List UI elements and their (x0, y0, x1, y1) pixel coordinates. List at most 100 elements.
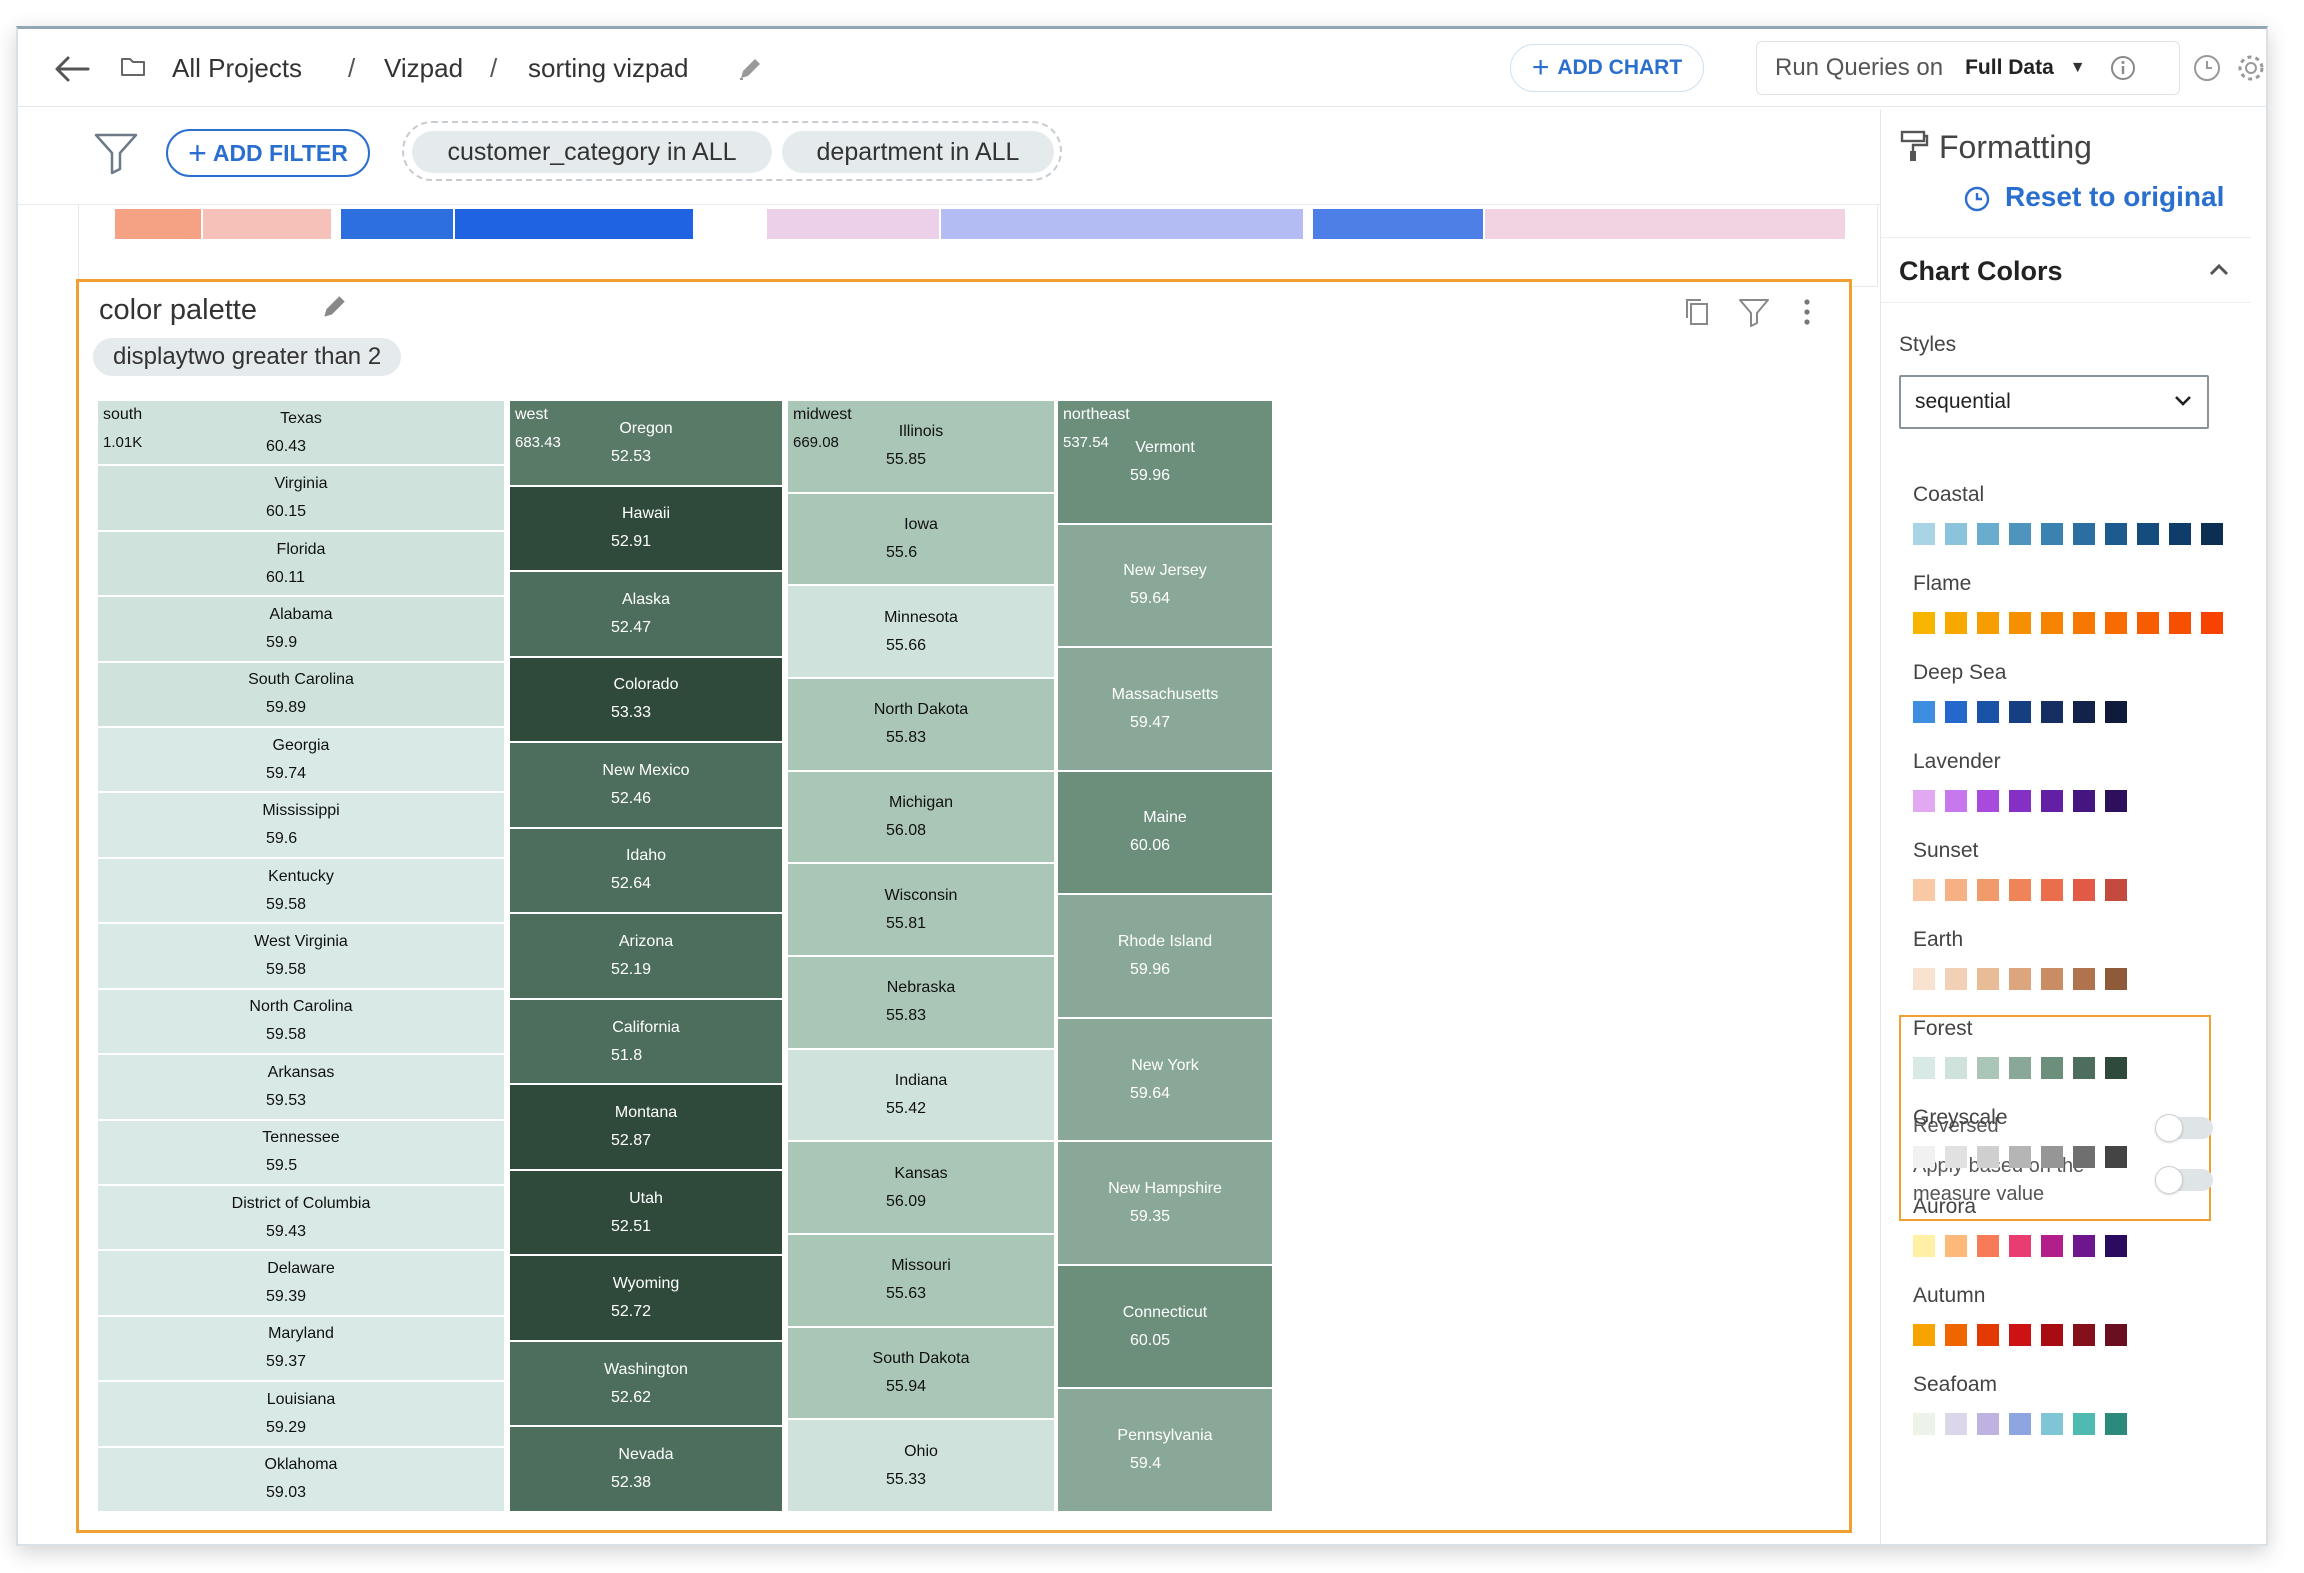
chart-colors-section-header[interactable]: Chart Colors (1881, 237, 2251, 303)
tile-label: Iowa (904, 515, 938, 533)
treemap-tile[interactable]: Texas 60.43 (97, 400, 505, 466)
run-queries-select[interactable]: Run Queries on Full Data ▼ (1756, 41, 2180, 95)
treemap-tile[interactable]: New Jersey 59.64 (1057, 523, 1273, 648)
treemap-tile[interactable]: Pennsylvania 59.4 (1057, 1388, 1273, 1512)
breadcrumb-all-projects[interactable]: All Projects (172, 53, 303, 83)
treemap-tile[interactable]: Illinois 55.85 (787, 400, 1055, 493)
treemap-tile[interactable]: Hawaii 52.91 (509, 485, 783, 572)
treemap-tile[interactable]: New Hampshire 59.35 (1057, 1141, 1273, 1265)
gear-icon[interactable] (2236, 53, 2266, 83)
palette-swatch-row[interactable] (1913, 1146, 2137, 1168)
treemap-tile[interactable]: Louisiana 59.29 (97, 1381, 505, 1447)
copy-icon[interactable] (1683, 296, 1713, 328)
palette-swatch-row[interactable] (1913, 612, 2233, 634)
treemap-tile[interactable]: Connecticut 60.05 (1057, 1264, 1273, 1389)
treemap-tile[interactable]: Oregon 52.53 (509, 400, 783, 486)
tile-label: Florida (276, 540, 326, 558)
styles-select[interactable]: sequential (1899, 375, 2209, 429)
add-chart-button[interactable]: + ADD CHART (1510, 44, 1704, 92)
treemap-tile[interactable]: Alaska 52.47 (509, 571, 783, 657)
pencil-icon[interactable] (319, 292, 349, 322)
treemap-tile[interactable]: Iowa 55.6 (787, 492, 1055, 586)
back-arrow-icon[interactable] (52, 51, 92, 87)
chevron-up-icon[interactable] (2207, 260, 2231, 280)
treemap-tile[interactable]: Tennessee 59.5 (97, 1119, 505, 1185)
tile-value: 59.64 (1130, 1084, 1171, 1102)
treemap-tile[interactable]: North Carolina 59.58 (97, 988, 505, 1055)
color-swatch (2009, 1324, 2031, 1346)
treemap-tile[interactable]: Georgia 59.74 (97, 727, 505, 793)
reset-to-original-link[interactable]: Reset to original (2005, 181, 2225, 212)
group-total: 669.08 (793, 434, 839, 451)
treemap-tile[interactable]: Nebraska 55.83 (787, 956, 1055, 1049)
treemap-tile[interactable]: Alabama 59.9 (97, 596, 505, 662)
treemap-tile[interactable]: Indiana 55.42 (787, 1048, 1055, 1142)
treemap-tile[interactable]: Kentucky 59.58 (97, 857, 505, 924)
treemap-tile[interactable]: Utah 52.51 (509, 1169, 783, 1256)
treemap-tile[interactable]: Ohio 55.33 (787, 1419, 1055, 1512)
treemap-tile[interactable]: Washington 52.62 (509, 1340, 783, 1427)
palette-swatch-row[interactable] (1913, 1057, 2137, 1079)
treemap-tile[interactable]: Virginia 60.15 (97, 465, 505, 531)
treemap-tile[interactable]: Michigan 56.08 (787, 770, 1055, 864)
reversed-toggle[interactable] (2155, 1114, 2213, 1142)
tile-label: Alabama (269, 605, 333, 623)
palette-swatch-row[interactable] (1913, 1235, 2137, 1257)
treemap-tile[interactable]: Massachusetts 59.47 (1057, 647, 1273, 771)
palette-swatch-row[interactable] (1913, 968, 2137, 990)
treemap-tile[interactable]: Mississippi 59.6 (97, 792, 505, 858)
treemap-tile[interactable]: Idaho 52.64 (509, 827, 783, 914)
treemap-tile[interactable]: New York 59.64 (1057, 1017, 1273, 1142)
tile-label: Utah (629, 1189, 663, 1207)
breadcrumb-vizpad[interactable]: Vizpad (384, 53, 464, 83)
chart-card[interactable]: Texas 60.43 Virginia 60.15 Florida 60.11 Alaba… (76, 279, 1852, 1533)
chart-title: color palette (99, 294, 257, 326)
palette-swatch-row[interactable] (1913, 790, 2137, 812)
treemap-tile[interactable]: District of Columbia 59.43 (97, 1184, 505, 1251)
tile-value: 60.43 (266, 437, 307, 455)
treemap-tile[interactable]: New Mexico 52.46 (509, 742, 783, 828)
chart-filter-chip[interactable]: displaytwo greater than 2 (93, 338, 402, 376)
treemap-tile[interactable]: Rhode Island 59.96 (1057, 894, 1273, 1018)
palette-swatch-row[interactable] (1913, 523, 2233, 545)
treemap-tile[interactable]: Missouri 55.63 (787, 1234, 1055, 1327)
treemap-tile[interactable]: Nevada 52.38 (509, 1426, 783, 1512)
treemap-tile[interactable]: Florida 60.11 (97, 530, 505, 597)
treemap-tile[interactable]: Wyoming 52.72 (509, 1255, 783, 1341)
treemap-tile[interactable]: Maine 60.06 (1057, 770, 1273, 895)
filter-chip-department[interactable]: department in ALL (782, 131, 1054, 173)
filter-chip-customer-category[interactable]: customer_category in ALL (412, 131, 772, 173)
treemap-tile[interactable]: West Virginia 59.58 (97, 923, 505, 989)
add-filter-button[interactable]: + ADD FILTER (166, 129, 370, 177)
treemap-tile[interactable]: Delaware 59.39 (97, 1250, 505, 1316)
treemap-tile[interactable]: North Dakota 55.83 (787, 678, 1055, 771)
apply-measure-toggle[interactable] (2155, 1166, 2213, 1194)
treemap-tile[interactable]: South Dakota 55.94 (787, 1326, 1055, 1420)
treemap-tile[interactable]: Minnesota 55.66 (787, 585, 1055, 678)
tile-label: New Jersey (1123, 562, 1207, 580)
treemap-tile[interactable]: Oklahoma 59.03 (97, 1446, 505, 1512)
palette-swatch-row[interactable] (1913, 1413, 2137, 1435)
treemap-tile[interactable]: Vermont 59.96 (1057, 400, 1273, 524)
palette-swatch-row[interactable] (1913, 1324, 2137, 1346)
treemap-tile[interactable]: Kansas 56.09 (787, 1141, 1055, 1234)
palette-swatch-row[interactable] (1913, 701, 2137, 723)
treemap-tile[interactable]: Maryland 59.37 (97, 1315, 505, 1382)
color-swatch (2073, 523, 2095, 545)
info-icon[interactable] (2110, 55, 2136, 81)
palette-name: Deep Sea (1913, 661, 2007, 684)
treemap-tile[interactable]: Colorado 53.33 (509, 656, 783, 743)
treemap-tile[interactable]: Montana 52.87 (509, 1084, 783, 1170)
pencil-icon[interactable] (736, 55, 764, 83)
palette-swatch-row[interactable] (1913, 879, 2137, 901)
more-vertical-icon[interactable] (1799, 294, 1815, 330)
treemap-tile[interactable]: California 51.8 (509, 998, 783, 1085)
treemap-tile[interactable]: Arkansas 59.53 (97, 1054, 505, 1120)
color-swatch (1913, 879, 1935, 901)
treemap-tile[interactable]: Wisconsin 55.81 (787, 863, 1055, 956)
treemap-tile[interactable]: Arizona 52.19 (509, 913, 783, 999)
filter-funnel-icon[interactable] (1737, 296, 1771, 328)
history-clock-icon[interactable] (2192, 53, 2222, 83)
reset-clock-icon[interactable] (1963, 185, 1991, 213)
treemap-tile[interactable]: South Carolina 59.89 (97, 661, 505, 728)
